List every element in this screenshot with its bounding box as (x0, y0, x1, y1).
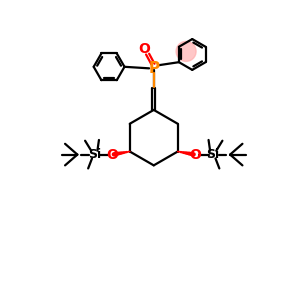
Text: O: O (106, 148, 118, 162)
Text: P: P (148, 61, 159, 76)
Text: O: O (139, 42, 150, 56)
Text: Si: Si (88, 148, 101, 161)
Text: Si: Si (207, 148, 220, 161)
Text: O: O (190, 148, 201, 162)
Circle shape (176, 41, 196, 62)
